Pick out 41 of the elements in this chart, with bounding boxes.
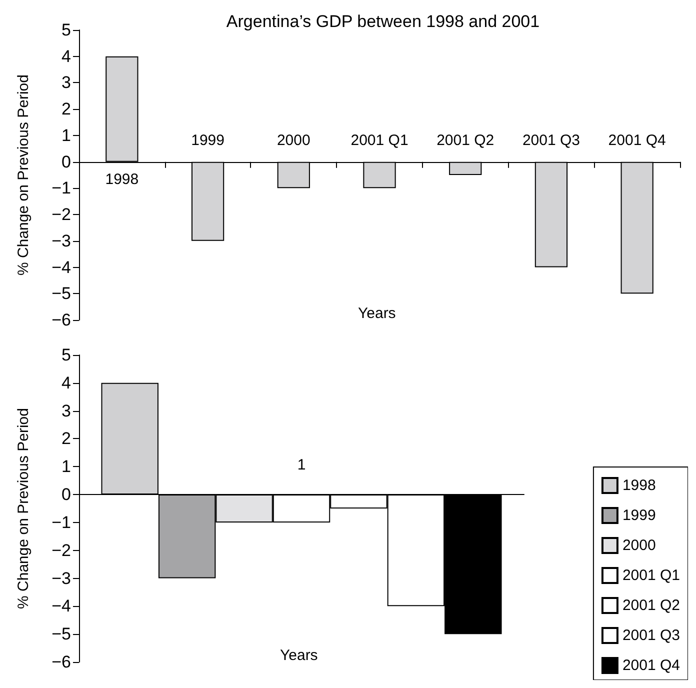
x-axis-title: Years [280, 647, 318, 664]
y-tick-label: −3 [52, 568, 71, 588]
x-tick-label: 1999 [191, 132, 224, 149]
x-tick-label: 2001 Q1 [350, 132, 408, 149]
x-tick-label: 2001 Q2 [436, 132, 494, 149]
y-tick-label: 3 [62, 73, 71, 92]
legend-label: 2001 Q4 [622, 657, 680, 674]
y-tick-label: 2 [62, 100, 71, 119]
y-tick-label: −2 [52, 205, 71, 224]
chart-title: Argentina’s GDP between 1998 and 2001 [226, 12, 540, 31]
y-tick-label: 5 [62, 346, 71, 364]
x-axis-title: Years [358, 305, 396, 322]
y-tick-label: −6 [52, 652, 71, 672]
y-tick-label: −2 [52, 540, 71, 560]
y-axis-title: % Change on Previous Period [15, 408, 32, 609]
y-tick-label: 5 [62, 20, 71, 40]
y-tick-label: 2 [62, 429, 71, 448]
x-tick-label: 2001 Q3 [522, 132, 580, 149]
legend-label: 2001 Q2 [622, 597, 680, 614]
y-tick-label: 0 [62, 485, 71, 504]
y-tick-label: −4 [52, 596, 71, 616]
legend-label: 1999 [622, 507, 656, 524]
y-tick-label: −6 [52, 310, 71, 330]
y-tick-label: −3 [52, 231, 71, 250]
y-axis-title: % Change on Previous Period [15, 74, 32, 276]
y-tick-label: 0 [62, 152, 71, 172]
y-tick-label: −5 [52, 624, 71, 644]
legend-label: 2001 Q3 [622, 627, 680, 644]
y-tick-label: −1 [52, 178, 71, 198]
y-tick-label: 4 [62, 46, 71, 66]
x-tick-label: 2001 Q4 [608, 132, 666, 149]
x-tick-label: 2000 [276, 132, 310, 149]
y-tick-label: −1 [52, 512, 71, 532]
y-tick-label: −4 [52, 258, 71, 277]
y-tick-label: 3 [62, 401, 71, 420]
legend-label: 2000 [622, 537, 656, 554]
legend-label: 1998 [622, 477, 656, 494]
y-tick-label: 1 [62, 457, 71, 476]
y-tick-label: −5 [52, 284, 71, 304]
legend-label: 2001 Q1 [622, 567, 680, 584]
y-tick-label: 4 [62, 373, 71, 392]
